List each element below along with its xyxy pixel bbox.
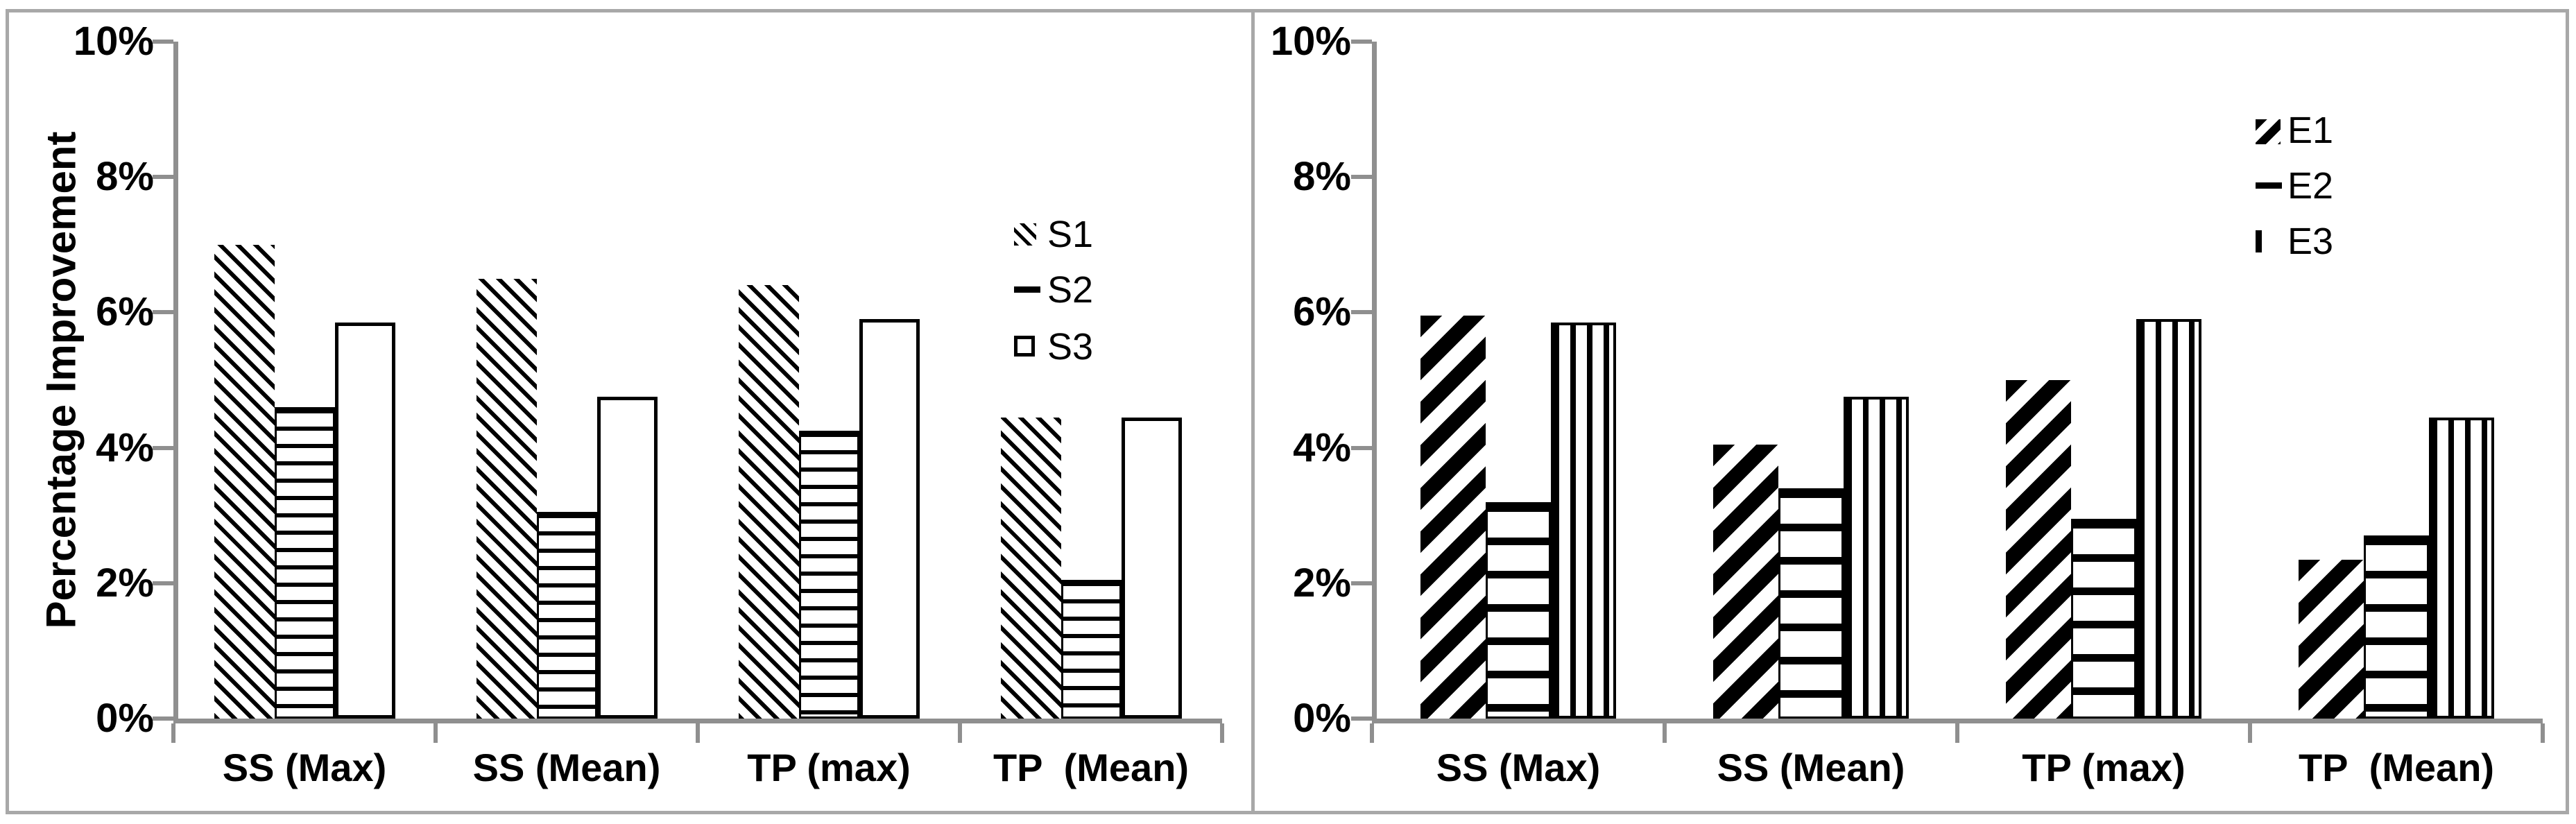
bar-e2-tp-mean [2364,535,2429,719]
category-label-tp-mean: TP (Mean) [993,746,1190,789]
y-tick-mark [1351,175,1372,180]
x-axis-boundary-tick [2248,723,2252,743]
bar-s3-ss-mean [596,397,658,719]
bar-e3-tp-max [2136,319,2201,719]
bar-s2-ss-mean [536,512,597,719]
legend-label-s1: S1 [1047,214,1094,255]
bar-e1-tp-mean [2299,559,2364,719]
bar-s1-tp-max [738,285,799,719]
y-tick-mark [1351,40,1372,44]
x-axis-boundary-tick [433,723,438,743]
plot-area-right [1351,40,2545,743]
bar-s3-ss-max [334,323,395,719]
category-label-ss-max: SS (Max) [222,746,387,789]
x-axis-boundary-tick [696,723,700,743]
y-tick-mark [1351,445,1372,450]
bar-e3-ss-max [1551,323,1616,719]
y-axis-line [1372,42,1377,723]
y-tick-label: 2% [96,560,154,606]
bar-s1-tp-mean [1000,417,1061,719]
y-tick-mark [1351,310,1372,315]
y-axis-line [173,42,178,723]
bar-e1-ss-max [1420,316,1486,719]
y-tick-label: 6% [1293,289,1351,335]
bar-s1-ss-max [214,244,275,719]
y-tick-label: 4% [1293,424,1351,470]
legend-swatch-s2 [1014,286,1040,293]
legend-swatch-e2 [2256,182,2282,189]
x-axis-boundary-tick [1220,723,1224,743]
bar-e1-ss-mean [1713,444,1778,719]
x-axis-boundary-tick [171,723,175,743]
bar-s3-tp-max [859,319,920,719]
bar-e2-ss-max [1486,501,1551,719]
y-tick-mark [1351,581,1372,585]
y-tick-label: 8% [1293,154,1351,200]
x-axis-line [173,719,1222,723]
x-axis-boundary-tick [1955,723,1959,743]
x-axis-line [1372,719,2543,723]
y-tick-label: 0% [1293,696,1351,741]
plot-area-left [153,40,1224,743]
category-label-tp-max: TP (max) [747,746,911,789]
y-tick-mark [153,716,173,721]
category-label-ss-mean: SS (Mean) [1717,746,1905,789]
y-tick-label: 0% [96,696,154,741]
category-label-ss-mean: SS (Mean) [472,746,661,789]
legend-swatch-e3 [2256,230,2262,252]
bar-s2-ss-max [274,407,335,719]
y-tick-mark [153,175,173,180]
legend-label-s3: S3 [1047,326,1094,368]
legend-label-e3: E3 [2287,221,2334,262]
y-tick-mark [153,445,173,450]
bar-e2-ss-mean [1778,488,1844,719]
legend-swatch-e1 [2256,119,2281,144]
x-axis-boundary-tick [2541,723,2545,743]
category-label-ss-max: SS (Max) [1436,746,1601,789]
category-label-tp-max: TP (max) [2022,746,2186,789]
legend-label-s2: S2 [1047,269,1094,311]
bar-e3-tp-mean [2429,417,2494,719]
bar-s1-ss-mean [476,278,537,719]
legend-label-e1: E1 [2287,110,2334,151]
x-axis-boundary-tick [1663,723,1667,743]
y-tick-mark [153,581,173,585]
bar-e1-tp-max [2006,380,2071,719]
y-tick-mark [153,310,173,315]
panel-divider-line [1251,9,1255,814]
legend-label-e2: E2 [2287,165,2334,207]
y-axis-title: Percentage Improvement [37,131,85,629]
y-tick-label: 10% [1270,19,1351,64]
y-tick-mark [1351,716,1372,721]
y-tick-label: 10% [73,19,154,64]
legend-swatch-s3 [1014,336,1035,357]
x-axis-boundary-tick [958,723,962,743]
y-tick-mark [153,40,173,44]
x-axis-boundary-tick [1370,723,1374,743]
y-tick-label: 2% [1293,560,1351,606]
y-tick-label: 4% [96,424,154,470]
category-label-tp-mean: TP (Mean) [2298,746,2495,789]
bar-e3-ss-mean [1844,397,1909,719]
bar-s3-tp-mean [1121,417,1182,719]
legend-swatch-s1 [1014,223,1036,246]
bar-e2-tp-max [2071,519,2136,719]
figure-outer-border [6,9,2569,814]
bar-s2-tp-max [798,431,859,719]
bar-s2-tp-mean [1061,579,1122,719]
y-tick-label: 8% [96,154,154,200]
y-tick-label: 6% [96,289,154,335]
